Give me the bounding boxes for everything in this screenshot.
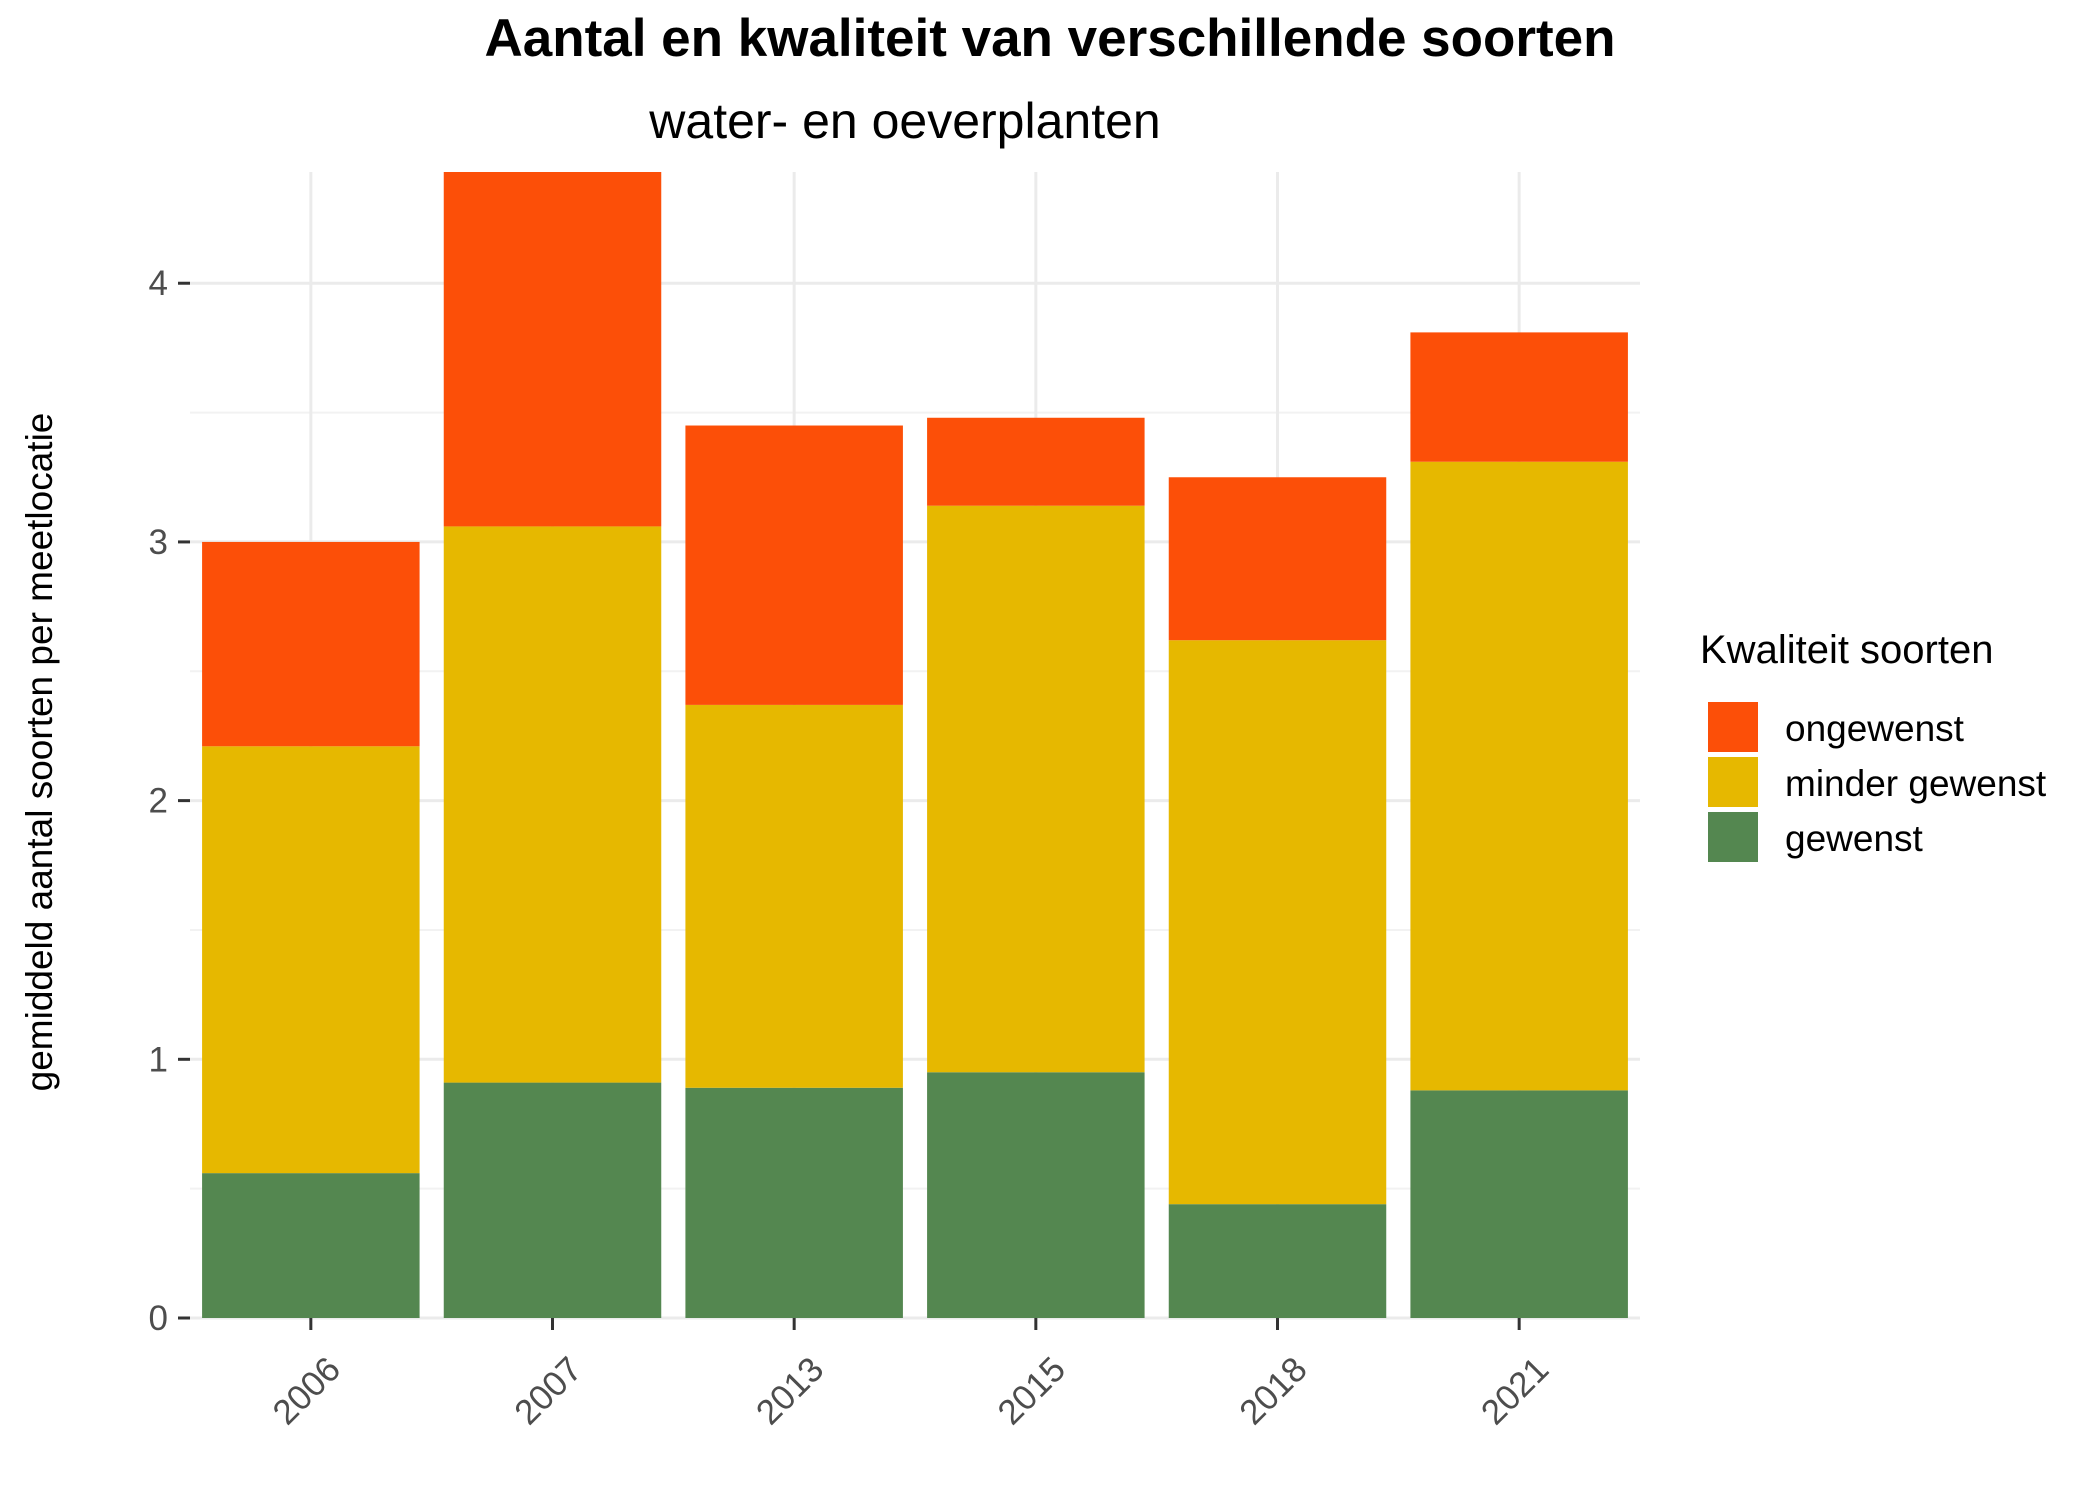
- bar-gewenst-2015: [927, 1072, 1145, 1318]
- legend-label: gewenst: [1785, 818, 1924, 859]
- legend-key-gewenst: [1708, 812, 1758, 862]
- bar-minder-gewenst-2007: [443, 526, 662, 1083]
- legend-title: Kwaliteit soorten: [1700, 628, 1993, 672]
- bar-ongewenst-2007: [443, 172, 662, 527]
- legend: Kwaliteit soorten ongewenst minder gewens…: [1700, 628, 2047, 862]
- legend-key-minder-gewenst: [1708, 757, 1758, 807]
- bar-minder-gewenst-2015: [927, 505, 1145, 1073]
- bar-ongewenst-2021: [1410, 332, 1628, 462]
- bar-gewenst-2013: [685, 1087, 903, 1318]
- bar-ongewenst-2013: [685, 425, 903, 705]
- legend-label: minder gewenst: [1785, 763, 2047, 804]
- x-tick-label: 2015: [990, 1350, 1073, 1433]
- y-axis-title: gemiddeld aantal soorten per meetlocatie: [19, 413, 60, 1092]
- y-tick-label: 1: [149, 1040, 168, 1079]
- bar-minder-gewenst-2006: [202, 746, 420, 1174]
- legend-key-ongewenst: [1708, 702, 1758, 752]
- y-tick-label: 3: [149, 523, 168, 562]
- bar-minder-gewenst-2021: [1410, 461, 1628, 1091]
- y-tick-label: 2: [149, 782, 168, 821]
- bar-gewenst-2021: [1410, 1090, 1628, 1318]
- bar-gewenst-2006: [202, 1173, 420, 1318]
- bar-minder-gewenst-2018: [1168, 640, 1387, 1205]
- bar-ongewenst-2006: [202, 541, 420, 747]
- chart-subtitle: water- en oeverplanten: [649, 93, 1161, 149]
- x-tick-label: 2021: [1474, 1350, 1557, 1433]
- bar-ongewenst-2018: [1168, 477, 1387, 641]
- y-tick-label: 4: [149, 264, 168, 303]
- chart-title: Aantal en kwaliteit van verschillende so…: [484, 9, 1616, 68]
- x-tick-label: 2018: [1232, 1350, 1315, 1433]
- x-tick-label: 2007: [507, 1350, 590, 1433]
- bar-minder-gewenst-2013: [685, 704, 903, 1088]
- bar-ongewenst-2015: [927, 417, 1145, 506]
- x-tick-label: 2006: [265, 1350, 348, 1433]
- legend-label: ongewenst: [1785, 708, 1965, 749]
- bar-gewenst-2018: [1168, 1204, 1387, 1318]
- bar-gewenst-2007: [443, 1082, 662, 1318]
- x-tick-label: 2013: [749, 1350, 832, 1433]
- bars-layer: [202, 172, 1628, 1318]
- y-tick-label: 0: [149, 1299, 168, 1338]
